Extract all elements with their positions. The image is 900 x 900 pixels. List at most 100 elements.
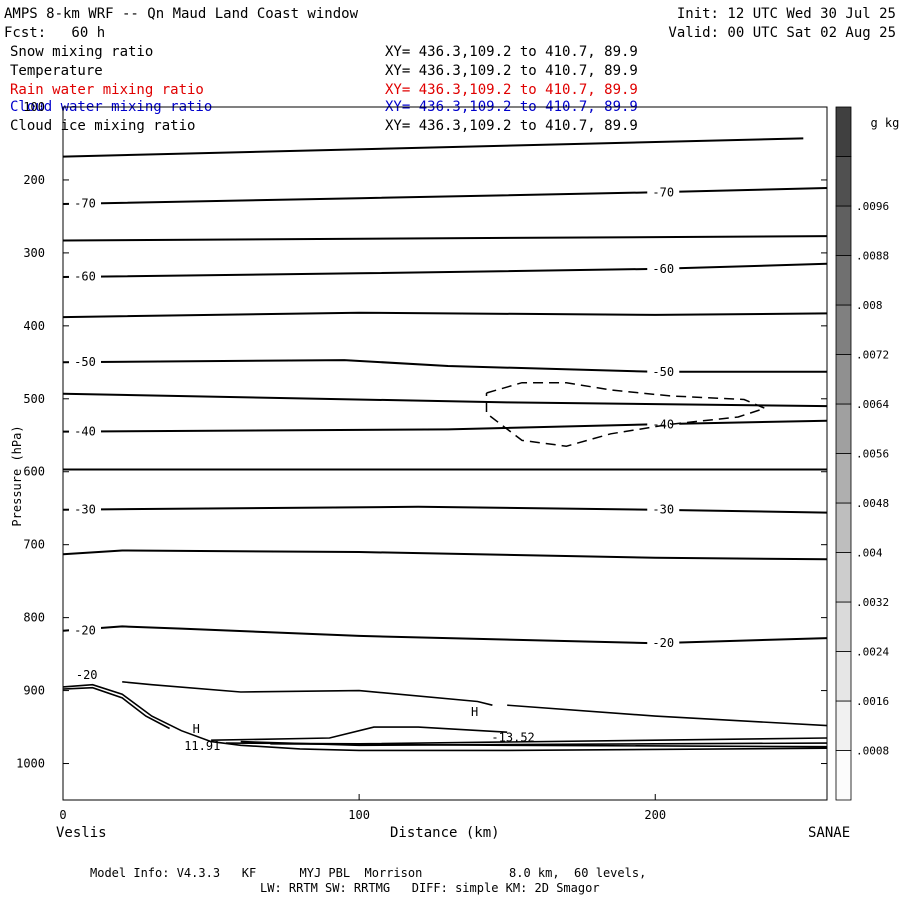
y-tick-label: 800 (23, 611, 45, 625)
isotherm-line (62, 419, 828, 433)
colorbar-tick-label: .0096 (856, 200, 889, 213)
colorbar-cell (835, 601, 852, 652)
isotherm-line (62, 311, 828, 319)
start-location-label: Veslis (56, 825, 107, 841)
isotherm-line (62, 235, 828, 242)
legend-xy-temperature: XY= 436.3,109.2 to 410.7, 89.9 (385, 63, 638, 79)
colorbar-cell (835, 453, 852, 504)
legend-name-cloud-ice: Cloud ice mixing ratio (10, 118, 196, 134)
plot-frame (62, 106, 828, 801)
contour-label-bg (647, 184, 680, 199)
legend-xy-snow: XY= 436.3,109.2 to 410.7, 89.9 (385, 44, 638, 60)
low-level-contour (62, 686, 170, 730)
isotherm-line (62, 549, 828, 561)
contour-label: -50 (74, 355, 96, 369)
y-tick-label: 600 (23, 465, 45, 479)
x-tick-label: 100 (348, 808, 370, 822)
legend-name-rain: Rain water mixing ratio (10, 82, 204, 98)
isotherm-line (62, 187, 828, 205)
y-axis-label: Pressure (hPa) (10, 425, 24, 527)
colorbar-tick-label: .0016 (856, 695, 889, 708)
colorbar-tick-label: .0024 (856, 646, 889, 659)
contour-label-bg (647, 501, 680, 516)
contour-label-bg (647, 635, 680, 650)
end-location-label: SANAE (808, 825, 851, 841)
physics-info: LW: RRTM SW: RRTMG DIFF: simple KM: 2D S… (260, 881, 600, 895)
y-tick-label: 400 (23, 319, 45, 333)
colorbar-tick-label: .0048 (856, 497, 889, 510)
contour-label-bg (647, 416, 680, 431)
low-level-contour (62, 683, 828, 752)
legend-xy-cloud-ice: XY= 436.3,109.2 to 410.7, 89.9 (385, 118, 638, 134)
high-marker: H (471, 705, 478, 719)
contour-label-bg (647, 260, 680, 275)
colorbar-tick-label: .0088 (856, 250, 889, 263)
cloud-ice-contour (485, 381, 767, 447)
x-tick-label: 200 (644, 808, 666, 822)
colorbar-tick-label: .008 (856, 299, 883, 312)
legend-name-temperature: Temperature (10, 63, 103, 79)
y-tick-label: 100 (23, 100, 45, 114)
contour-label-bg (69, 195, 101, 210)
colorbar-cell (835, 700, 852, 751)
colorbar-tick-label: .0064 (856, 398, 889, 411)
colorbar-cell (835, 750, 852, 801)
colorbar-cell (835, 255, 852, 306)
init-time: Init: 12 UTC Wed 30 Jul 25 (676, 6, 896, 22)
colorbar-cell (835, 403, 852, 454)
contour-label: -20 (652, 636, 674, 650)
contour-label: -20 (76, 668, 98, 682)
contour-label: -40 (74, 424, 96, 438)
isotherm-line (62, 262, 828, 278)
colorbar-cell (835, 304, 852, 355)
colorbar-tick-label: .004 (856, 547, 883, 560)
y-tick-label: 300 (23, 246, 45, 260)
contour-label: -20 (74, 623, 96, 637)
colorbar-tick-label: .0072 (856, 349, 889, 362)
y-tick-label: 900 (23, 684, 45, 698)
contour-label: -40 (652, 417, 674, 431)
colorbar-cell (835, 106, 852, 157)
low-level-contour (122, 681, 493, 706)
colorbar-unit-base: g kg (870, 116, 900, 130)
colorbar-cell (835, 552, 852, 603)
contour-label: -30 (74, 502, 96, 516)
contour-label-bg (69, 501, 101, 516)
colorbar-cell (835, 205, 852, 256)
x-axis-label: Distance (km) (390, 825, 500, 841)
contour-label-bg (69, 268, 101, 283)
colorbar-cell (835, 156, 852, 207)
isotherm-line (62, 625, 828, 645)
x-tick-label: 0 (59, 808, 66, 822)
legend-xy-rain: XY= 436.3,109.2 to 410.7, 89.9 (385, 82, 638, 98)
forecast-hour: Fcst: 60 h (4, 25, 106, 41)
valid-time: Valid: 00 UTC Sat 02 Aug 25 (668, 25, 896, 41)
isotherm-line (62, 392, 828, 408)
colorbar-tick-label: .0032 (856, 596, 889, 609)
chart-title: AMPS 8-km WRF -- Qn Maud Land Coast wind… (4, 6, 359, 22)
isotherm-line (62, 137, 804, 158)
isotherm-line (62, 505, 828, 514)
model-info: Model Info: V4.3.3 KF MYJ PBL Morrison 8… (90, 866, 647, 880)
colorbar-tick-label: .0056 (856, 448, 889, 461)
y-tick-label: 200 (23, 173, 45, 187)
colorbar-unit: g kg-1 (856, 102, 900, 129)
contour-label: -30 (652, 503, 674, 517)
y-tick-label: 700 (23, 538, 45, 552)
low-level-contour (211, 726, 508, 741)
contour-label-bg (647, 363, 680, 378)
colorbar-tick-label: .0008 (856, 745, 889, 758)
contour-label: -70 (652, 185, 674, 199)
y-tick-label: 1000 (16, 757, 45, 771)
colorbar-cell (835, 651, 852, 702)
legend-name-snow: Snow mixing ratio (10, 44, 154, 60)
contour-label: -50 (652, 365, 674, 379)
low-level-contour (507, 704, 828, 727)
contour-label-bg (69, 622, 101, 637)
low-level-contour (270, 743, 828, 748)
contour-label: -60 (74, 270, 96, 284)
colorbar-cell (835, 502, 852, 553)
isotherm-line (62, 359, 827, 373)
high-value: 11.91 (184, 739, 220, 753)
